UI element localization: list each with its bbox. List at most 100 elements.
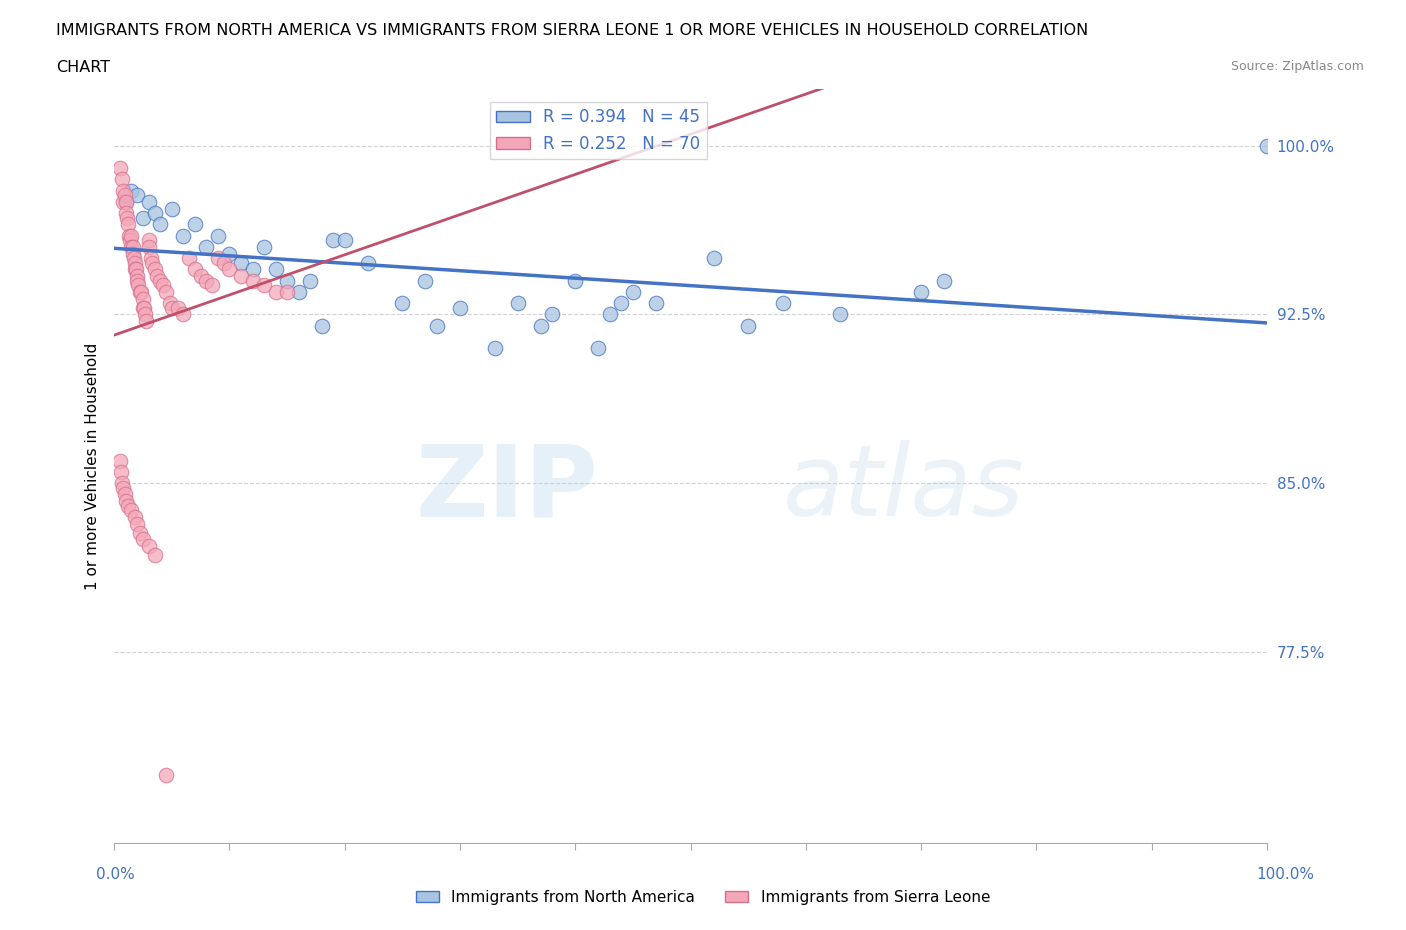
Point (127, 273, 149, 288)
Point (111, 475, 134, 490)
Point (160, 300, 183, 315)
Point (121, 183, 143, 198)
Point (143, 206, 166, 220)
Point (110, 464, 132, 479)
Point (179, 251, 201, 266)
Point (195, 273, 218, 288)
Point (195, 239, 218, 254)
Y-axis label: 1 or more Vehicles in Household: 1 or more Vehicles in Household (86, 342, 100, 590)
Point (132, 300, 155, 315)
Point (207, 228, 229, 243)
Point (564, 273, 586, 288)
Point (426, 318, 449, 333)
Point (114, 494, 136, 509)
Point (645, 296, 668, 311)
Point (132, 210, 155, 225)
Point (415, 273, 437, 288)
Point (132, 291, 155, 306)
Point (155, 285, 177, 299)
Point (333, 232, 356, 247)
Point (114, 188, 136, 203)
Point (172, 307, 194, 322)
Point (121, 239, 143, 254)
Point (114, 487, 136, 502)
Point (155, 768, 177, 783)
Point (541, 307, 564, 322)
Point (772, 296, 794, 311)
Point (599, 307, 621, 322)
Point (108, 453, 131, 468)
Point (1256, 139, 1278, 153)
Point (121, 246, 143, 261)
Point (127, 188, 149, 203)
Text: IMMIGRANTS FROM NORTH AMERICA VS IMMIGRANTS FROM SIERRA LEONE 1 OR MORE VEHICLES: IMMIGRANTS FROM NORTH AMERICA VS IMMIGRA… (56, 23, 1088, 38)
Point (299, 273, 322, 288)
Point (120, 232, 142, 247)
Point (117, 217, 139, 232)
Legend: R = 0.394   N = 45, R = 0.252   N = 70: R = 0.394 N = 45, R = 0.252 N = 70 (489, 101, 707, 159)
Point (201, 278, 224, 293)
Point (184, 262, 207, 277)
Point (143, 262, 166, 277)
Point (830, 307, 852, 322)
Point (322, 232, 344, 247)
Point (311, 318, 333, 333)
Point (138, 538, 160, 553)
Point (530, 318, 553, 333)
Point (115, 210, 138, 225)
Point (124, 255, 146, 270)
Point (229, 255, 252, 270)
Point (121, 239, 143, 254)
Point (391, 296, 413, 311)
Point (141, 255, 163, 270)
Point (357, 255, 380, 270)
Text: ZIP: ZIP (416, 440, 599, 538)
Point (143, 548, 166, 563)
Point (287, 285, 309, 299)
Point (122, 251, 145, 266)
Point (166, 300, 188, 315)
Point (146, 269, 169, 284)
Point (139, 251, 162, 266)
Point (129, 285, 152, 299)
Point (127, 269, 149, 284)
Point (112, 183, 135, 198)
Point (149, 273, 172, 288)
Point (449, 300, 471, 315)
Point (737, 318, 759, 333)
Point (114, 194, 136, 209)
Point (229, 269, 252, 284)
Point (212, 255, 235, 270)
Point (172, 228, 194, 243)
Point (118, 228, 141, 243)
Point (112, 194, 135, 209)
Point (159, 296, 181, 311)
Point (127, 278, 149, 293)
Point (242, 262, 264, 277)
Text: 0.0%: 0.0% (96, 867, 135, 882)
Text: 100.0%: 100.0% (1257, 867, 1315, 882)
Point (138, 194, 160, 209)
Point (121, 228, 143, 243)
Point (218, 262, 240, 277)
Point (152, 278, 174, 293)
Point (588, 340, 610, 355)
Point (128, 285, 150, 299)
Point (934, 273, 956, 288)
Text: CHART: CHART (56, 60, 110, 75)
Point (621, 285, 644, 299)
Point (218, 246, 240, 261)
Point (242, 273, 264, 288)
Legend: Immigrants from North America, Immigrants from Sierra Leone: Immigrants from North America, Immigrant… (409, 884, 997, 911)
Point (127, 516, 149, 531)
Point (506, 296, 529, 311)
Point (112, 480, 135, 495)
Point (138, 239, 160, 254)
Point (117, 498, 139, 513)
Point (190, 269, 212, 284)
Point (134, 300, 156, 315)
Point (264, 262, 287, 277)
Point (253, 239, 276, 254)
Point (138, 232, 160, 247)
Text: atlas: atlas (783, 440, 1025, 538)
